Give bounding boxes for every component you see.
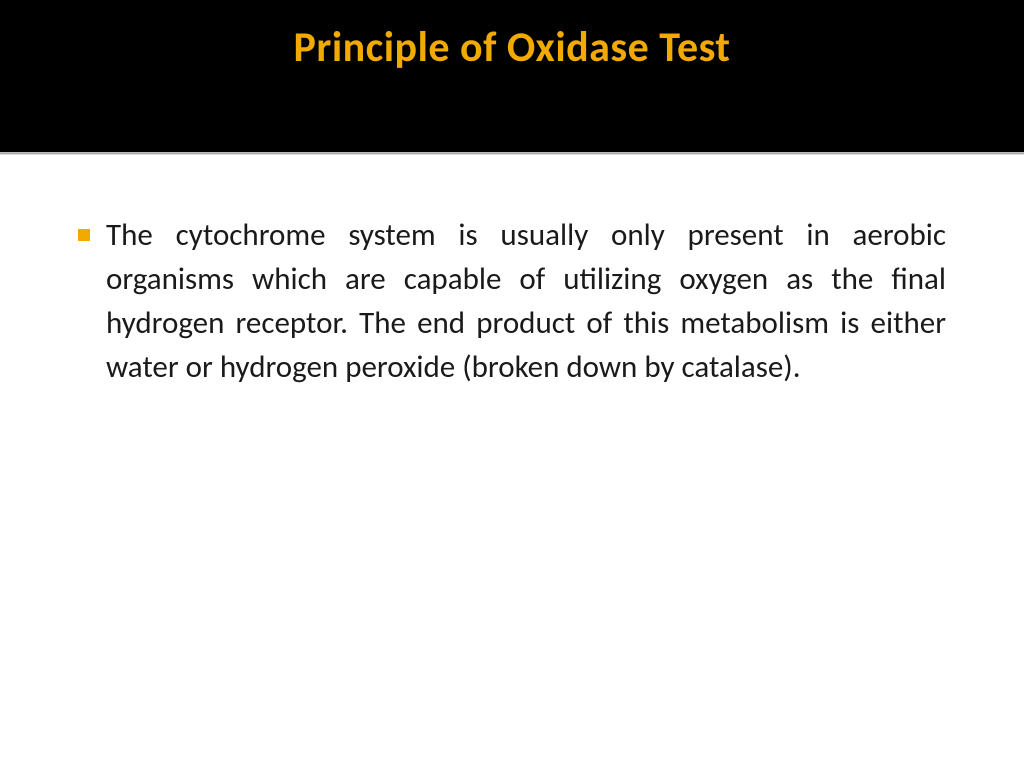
body-paragraph: The cytochrome system is usually only pr…: [106, 213, 946, 389]
slide-header: Principle of Oxidase Test: [0, 0, 1024, 152]
bullet-item: The cytochrome system is usually only pr…: [78, 213, 946, 389]
slide-title: Principle of Oxidase Test: [294, 22, 731, 73]
square-bullet-icon: [78, 229, 90, 241]
slide-body: The cytochrome system is usually only pr…: [0, 155, 1024, 389]
